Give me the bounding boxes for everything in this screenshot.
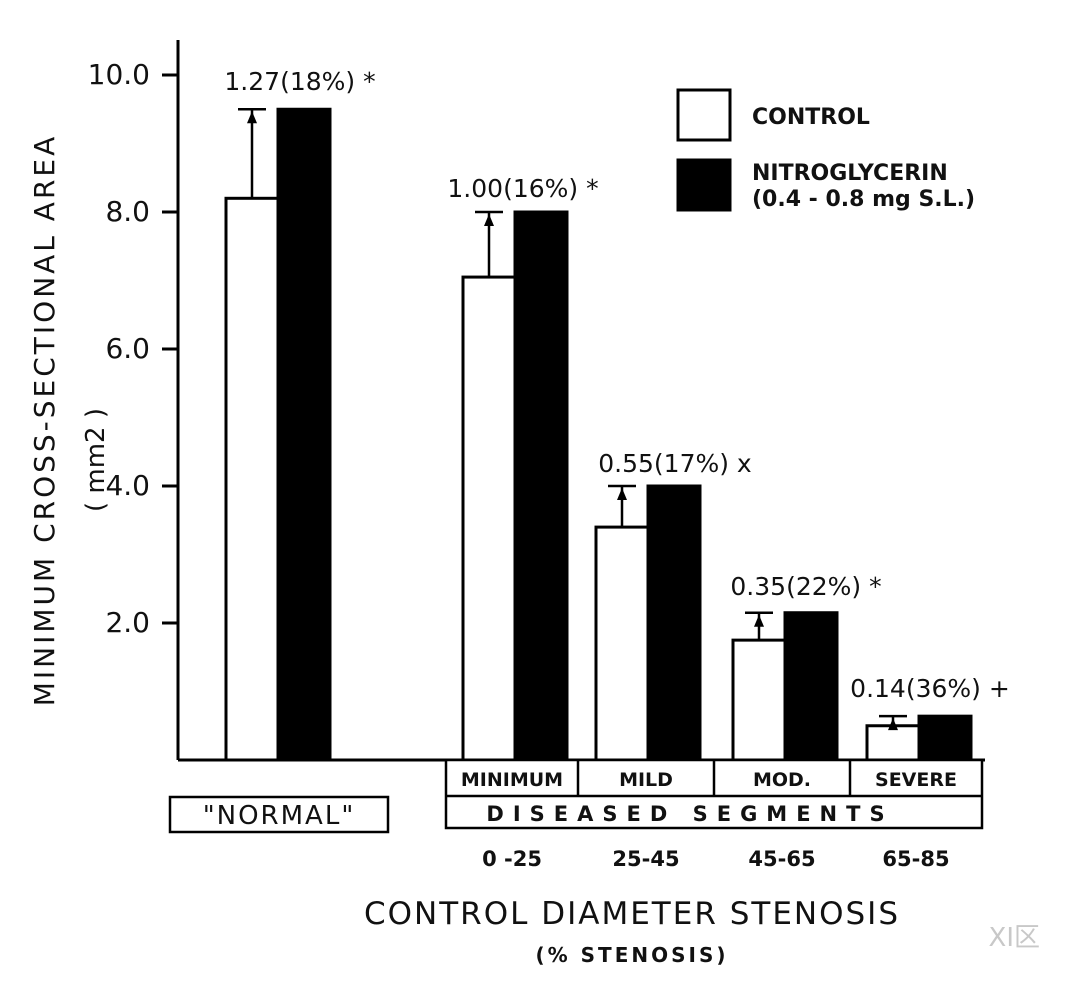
bar-nitroglycerin bbox=[513, 210, 569, 762]
category-label-mod: MOD. bbox=[753, 769, 811, 791]
legend: CONTROL NITROGLYCERIN (0.4 - 0.8 mg S.L.… bbox=[676, 88, 975, 212]
category-label-minimum: MINIMUM bbox=[461, 769, 563, 791]
stenosis-range-0: 0 -25 bbox=[482, 847, 542, 871]
bar-control bbox=[731, 638, 787, 762]
change-arrow-head bbox=[247, 111, 257, 124]
bar-nitroglycerin bbox=[646, 484, 702, 762]
category-group-label: DISEASED SEGMENTS bbox=[486, 802, 893, 826]
y-tick-label: 10.0 bbox=[88, 58, 150, 91]
bar-annotation: 0.35(22%) * bbox=[730, 572, 881, 601]
y-axis-title-group: MINIMUM CROSS-SECTIONAL AREA bbox=[28, 134, 61, 707]
bar-nitroglycerin bbox=[783, 611, 839, 762]
stenosis-range-2: 45-65 bbox=[748, 847, 815, 871]
bar-annotation: 0.14(36%) + bbox=[850, 674, 1010, 703]
bar-control bbox=[461, 275, 517, 762]
legend-swatch-control bbox=[676, 88, 732, 142]
change-arrow-head bbox=[754, 614, 764, 627]
y-axis-title: MINIMUM CROSS-SECTIONAL AREA bbox=[28, 134, 61, 707]
bar-nitroglycerin bbox=[276, 107, 332, 762]
legend-label-dose: (0.4 - 0.8 mg S.L.) bbox=[752, 187, 975, 212]
annotations: 1.27(18%) * 1.00(16%) * 0.55(17%) x 0.35(22… bbox=[224, 67, 1009, 703]
bar-annotation: 1.27(18%) * bbox=[224, 67, 375, 96]
legend-label-nitroglycerin: NITROGLYCERIN bbox=[752, 161, 948, 186]
diseased-category-boxes: MINIMUM MILD MOD. SEVERE DISEASED SEGMEN… bbox=[444, 758, 984, 830]
bar-annotation: 1.00(16%) * bbox=[447, 174, 598, 203]
change-arrow-head bbox=[888, 718, 898, 731]
y-tick-label: 2.0 bbox=[105, 606, 150, 639]
bar-control bbox=[594, 525, 650, 762]
change-arrow-head bbox=[484, 214, 494, 226]
legend-label-control: CONTROL bbox=[752, 105, 870, 130]
bar-control bbox=[865, 724, 921, 762]
change-arrow-head bbox=[617, 488, 627, 500]
y-tick-label: 6.0 bbox=[105, 332, 150, 365]
x-axis-subtitle: (% STENOSIS) bbox=[536, 943, 729, 967]
category-label-normal: "NORMAL" bbox=[203, 801, 356, 831]
y-axis-unit-group: ( mm2 ) bbox=[81, 408, 111, 512]
bar-control bbox=[224, 196, 280, 762]
bars bbox=[224, 107, 973, 762]
x-axis-title: CONTROL DIAMETER STENOSIS bbox=[364, 896, 900, 932]
y-tick-label: 8.0 bbox=[105, 195, 150, 228]
stenosis-range-1: 25-45 bbox=[612, 847, 679, 871]
bar-nitroglycerin bbox=[917, 714, 973, 762]
stenosis-range-3: 65-85 bbox=[882, 847, 949, 871]
y-tick-label: 4.0 bbox=[105, 469, 150, 502]
bar-annotation: 0.55(17%) x bbox=[598, 449, 751, 478]
y-ticks: 10.0 8.0 6.0 4.0 2.0 bbox=[88, 58, 178, 639]
normal-label-box bbox=[168, 795, 390, 834]
watermark: XI区 bbox=[989, 923, 1040, 953]
category-label-mild: MILD bbox=[619, 769, 673, 791]
category-label-severe: SEVERE bbox=[875, 769, 957, 791]
legend-swatch-nitroglycerin bbox=[676, 158, 732, 212]
y-axis-unit: ( mm2 ) bbox=[81, 408, 111, 512]
